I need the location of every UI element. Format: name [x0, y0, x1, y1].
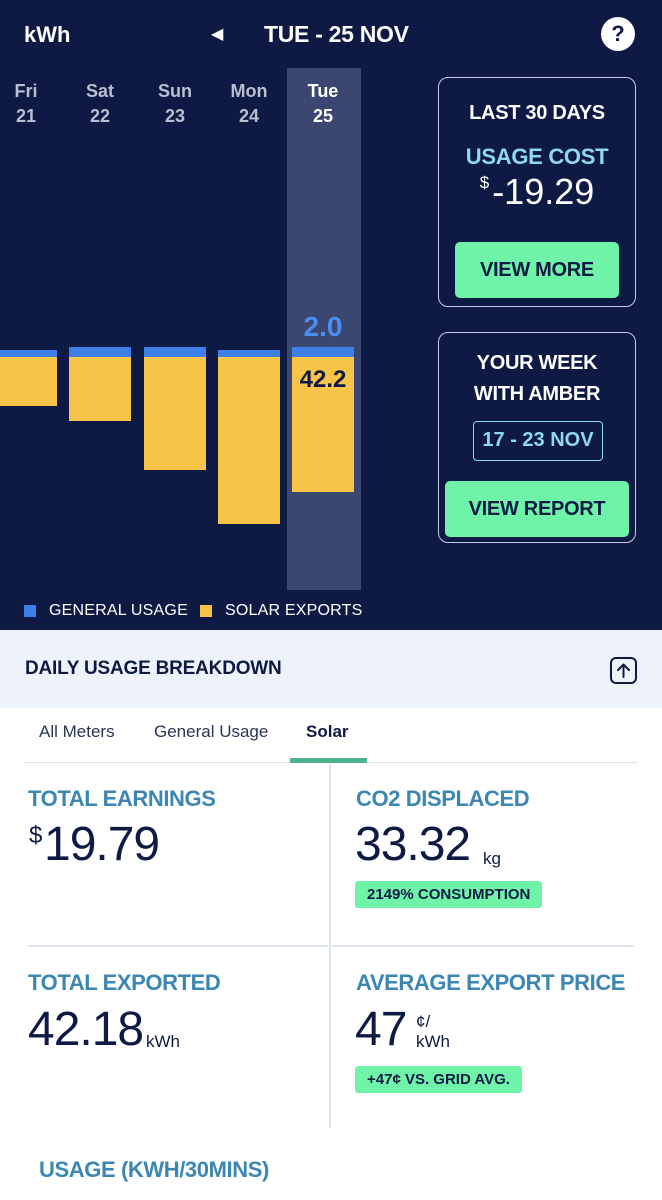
day-number-22[interactable]: 22 [89, 106, 111, 126]
breakdown-title: DAILY USAGE BREAKDOWN [25, 658, 282, 679]
selected-day-highlight[interactable] [287, 68, 361, 590]
usage-cost-label: USAGE COST [465, 144, 609, 169]
solar-exports-bar-sun[interactable] [144, 357, 206, 471]
day-label-fri[interactable]: Fri [14, 81, 38, 101]
date-title: TUE - 25 NOV [264, 21, 409, 47]
day-label-mon[interactable]: Mon [230, 81, 268, 101]
unit-label[interactable]: kWh [24, 22, 71, 47]
solar-exports-bar-tue[interactable] [292, 357, 354, 493]
total-earnings-value: 19.79 [44, 818, 160, 871]
legend-solar-exports: SOLAR EXPORTS [200, 602, 362, 620]
general-usage-bar-sun[interactable] [144, 347, 206, 357]
meter-tabs: All Meters General Usage Solar [24, 708, 638, 763]
help-icon[interactable]: ? [601, 17, 635, 51]
usage-cost-amount: -19.29 [492, 171, 595, 212]
view-report-button[interactable]: VIEW REPORT [445, 481, 629, 537]
average-export-price-unit-top: ¢/ [416, 1012, 431, 1031]
daily-usage-breakdown-header[interactable]: DAILY USAGE BREAKDOWN [0, 630, 662, 708]
co2-displaced-label: CO2 DISPLACED [356, 786, 530, 811]
week-range-badge: 17 - 23 NOV [473, 421, 603, 461]
selected-solar-value-label: 42.2 [299, 366, 347, 393]
tab-solar[interactable]: Solar [306, 722, 349, 741]
total-exported-unit: kWh [146, 1032, 180, 1051]
your-week-title-line2: WITH AMBER [473, 383, 601, 405]
stats-horizontal-divider-right [332, 945, 634, 947]
solar-exports-bar-fri[interactable] [0, 357, 57, 406]
collapse-arrow-up-icon[interactable] [610, 657, 637, 684]
active-tab-indicator [290, 758, 367, 763]
day-label-tue[interactable]: Tue [307, 81, 339, 101]
grid-avg-badge: +47¢ VS. GRID AVG. [355, 1066, 522, 1093]
selected-usage-value-label: 2.0 [303, 311, 343, 342]
consumption-badge: 2149% CONSUMPTION [355, 881, 543, 908]
last-30-days-card: LAST 30 DAYS USAGE COST $-19.29 VIEW MOR… [438, 77, 636, 307]
view-more-button[interactable]: VIEW MORE [455, 242, 619, 298]
usage-cost-currency: $ [479, 173, 490, 192]
previous-day-icon[interactable]: ◀ [211, 26, 224, 43]
your-week-card: YOUR WEEK WITH AMBER 17 - 23 NOV VIEW RE… [438, 332, 636, 543]
solar-exports-swatch [200, 605, 212, 617]
total-earnings-currency: $ [29, 822, 43, 849]
total-exported-label: TOTAL EXPORTED [28, 970, 221, 995]
general-usage-bar-tue[interactable] [292, 347, 354, 357]
general-usage-swatch [24, 605, 36, 617]
average-export-price-value: 47 [355, 1003, 407, 1056]
co2-displaced-value: 33.32 [355, 818, 471, 871]
legend-general-usage-label: GENERAL USAGE [49, 602, 188, 619]
average-export-price-label: AVERAGE EXPORT PRICE [356, 970, 626, 995]
general-usage-bar-fri[interactable] [0, 350, 57, 357]
general-usage-bar-mon[interactable] [218, 349, 280, 357]
day-number-21[interactable]: 21 [15, 106, 37, 126]
usage-section-title: USAGE (KWH/30MINS) [39, 1157, 269, 1182]
last-30-days-title: LAST 30 DAYS [469, 102, 605, 124]
day-number-23[interactable]: 23 [164, 106, 186, 126]
total-earnings-label: TOTAL EARNINGS [28, 786, 216, 811]
general-usage-bar-sat[interactable] [69, 347, 131, 357]
solar-exports-bar-mon[interactable] [218, 357, 280, 525]
day-number-25[interactable]: 25 [312, 106, 334, 126]
day-number-24[interactable]: 24 [238, 106, 260, 126]
day-label-sun[interactable]: Sun [158, 81, 192, 101]
usage-cost-value: $-19.29 [439, 171, 635, 213]
average-export-price-unit-bottom: kWh [416, 1032, 450, 1051]
day-label-sat[interactable]: Sat [85, 81, 114, 101]
co2-displaced-unit: kg [483, 849, 501, 868]
stats-vertical-divider [329, 764, 331, 1128]
stats-horizontal-divider-left [28, 945, 328, 947]
legend-general-usage: GENERAL USAGE [24, 602, 188, 620]
your-week-title-line1: YOUR WEEK [476, 352, 598, 374]
total-exported-value: 42.18 [28, 1003, 144, 1056]
solar-exports-bar-sat[interactable] [69, 357, 131, 421]
usage-chart-panel: kWh ◀ TUE - 25 NOV ? Fri 21 Sat 22 Sun 23 Mon 2… [0, 0, 662, 630]
tab-general-usage[interactable]: General Usage [154, 722, 269, 741]
tab-all-meters[interactable]: All Meters [39, 722, 115, 741]
legend-solar-exports-label: SOLAR EXPORTS [225, 602, 363, 619]
